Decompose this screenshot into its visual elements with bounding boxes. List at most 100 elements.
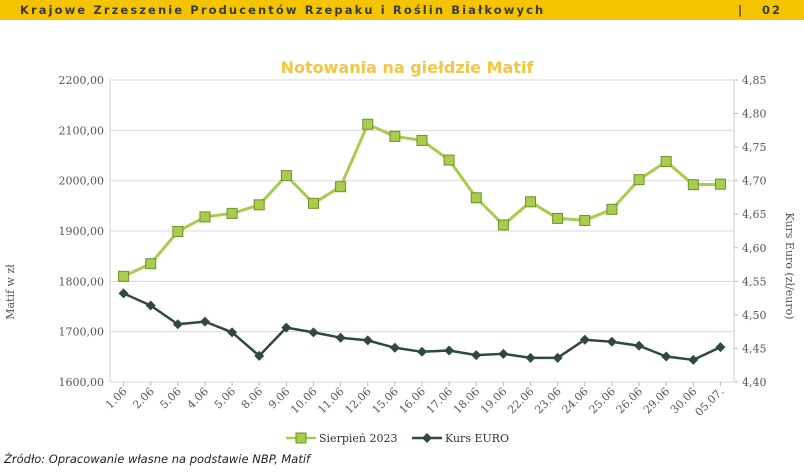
left-tick-label: 2100,00	[59, 124, 105, 137]
left-tick-label: 1900,00	[59, 225, 105, 238]
x-tick-label: 26.06	[614, 385, 645, 416]
point-sierpien-2023	[497, 219, 509, 231]
point-kurs-euro	[362, 335, 373, 346]
point-kurs-euro	[417, 346, 427, 357]
left-tick-label: 2200,00	[59, 74, 105, 87]
point-kurs-euro	[281, 322, 292, 333]
legend: Sierpień 2023 Kurs EURO	[286, 432, 509, 445]
point-sierpien-2023	[226, 207, 238, 219]
point-sierpien-2023	[687, 179, 699, 191]
point-kurs-euro	[308, 327, 319, 338]
right-tick-label: 4,45	[742, 342, 767, 355]
point-sierpien-2023	[307, 197, 319, 209]
x-tick-label: 19.06	[478, 385, 509, 416]
point-sierpien-2023	[172, 226, 184, 238]
right-tick-label: 4,55	[742, 275, 767, 288]
point-kurs-euro	[172, 319, 183, 330]
x-tick-label: 12.06	[342, 385, 373, 416]
point-sierpien-2023	[335, 181, 347, 193]
point-kurs-euro	[118, 288, 129, 299]
x-tick-label: 5.06	[157, 385, 184, 412]
x-tick-label: 8.06	[239, 385, 266, 412]
x-tick-label: 15.06	[370, 385, 401, 416]
right-tick-label: 4,50	[742, 309, 767, 322]
left-tick-label: 1700,00	[59, 326, 105, 339]
x-tick-label: 11.06	[315, 385, 346, 416]
point-kurs-euro	[471, 350, 482, 361]
point-sierpien-2023	[253, 199, 265, 211]
point-sierpien-2023	[633, 174, 645, 186]
point-kurs-euro	[199, 316, 210, 327]
x-tick-label: 16.06	[397, 385, 428, 416]
point-kurs-euro	[498, 348, 509, 359]
point-sierpien-2023	[579, 214, 591, 226]
point-kurs-euro	[579, 334, 590, 345]
right-tick-label: 4,85	[742, 74, 767, 87]
point-kurs-euro	[389, 342, 400, 353]
point-sierpien-2023	[280, 170, 292, 182]
point-sierpien-2023	[145, 258, 157, 270]
left-tick-label: 2000,00	[59, 175, 105, 188]
right-axis-ticks: 4,40 4,45 4,50 4,55 4,60 4,65 4,70 4,75 4,80 4,85	[734, 74, 767, 389]
x-tick-label: 22.06	[505, 385, 536, 416]
x-tick-label: 05.07.	[693, 385, 727, 419]
left-axis-ticks: 1600,00 1700,00 1800,00 1900,00 2000,00 2100,…	[59, 74, 105, 389]
left-tick-label: 1600,00	[59, 376, 105, 389]
header-title: Krajowe Zrzeszenie Producentów Rzepaku i…	[20, 3, 546, 17]
legend-label-sierpien: Sierpień 2023	[319, 432, 397, 445]
point-sierpien-2023	[199, 211, 211, 223]
matif-chart: 1600,00 1700,00 1800,00 1900,00 2000,00 2100,…	[4, 58, 796, 445]
x-tick-label: 1.06	[103, 385, 130, 412]
x-tick-label: 17.06	[424, 385, 455, 416]
point-kurs-euro	[606, 336, 617, 347]
x-tick-label: 5.06	[212, 385, 239, 412]
point-sierpien-2023	[552, 212, 564, 224]
point-kurs-euro	[661, 351, 672, 362]
left-tick-label: 1800,00	[59, 275, 105, 288]
chart-title: Notowania na giełdzie Matif	[281, 58, 535, 77]
point-sierpien-2023	[416, 134, 428, 146]
point-kurs-euro	[145, 300, 156, 311]
right-tick-label: 4,60	[742, 242, 767, 255]
point-sierpien-2023	[525, 196, 537, 208]
point-kurs-euro	[254, 350, 265, 361]
point-kurs-euro	[444, 345, 455, 356]
header-separator: |	[738, 3, 743, 17]
series-markers	[118, 118, 726, 365]
gridlines	[110, 79, 734, 383]
legend-label-kurs-euro: Kurs EURO	[445, 432, 509, 445]
right-tick-label: 4,65	[742, 208, 767, 221]
x-tick-label: 23.06	[532, 385, 563, 416]
legend-marker-kurs-euro	[422, 433, 432, 443]
source-note: Źródło: Opracowanie własne na podstawie …	[4, 452, 311, 466]
point-kurs-euro	[227, 327, 238, 338]
x-tick-label: 24.06	[559, 385, 590, 416]
point-sierpien-2023	[606, 203, 618, 215]
legend-marker-sierpien	[295, 432, 307, 444]
point-kurs-euro	[552, 352, 563, 363]
point-kurs-euro	[335, 332, 346, 343]
point-kurs-euro	[634, 340, 645, 351]
right-tick-label: 4,70	[742, 175, 767, 188]
left-axis-title: Matif w zł	[4, 264, 17, 320]
right-axis-title: Kurs Euro (zł/euro)	[783, 212, 796, 319]
x-tick-label: 2.06	[130, 385, 157, 412]
x-tick-label: 4.06	[185, 385, 212, 412]
point-sierpien-2023	[389, 130, 401, 142]
point-kurs-euro	[525, 352, 536, 363]
header-bar	[0, 0, 804, 20]
point-sierpien-2023	[470, 192, 482, 204]
x-tick-label: 29.06	[641, 385, 672, 416]
point-sierpien-2023	[714, 178, 726, 190]
point-sierpien-2023	[443, 154, 455, 166]
right-tick-label: 4,40	[742, 376, 767, 389]
page-number: 02	[762, 3, 783, 17]
point-sierpien-2023	[362, 118, 374, 130]
x-tick-label: 18.06	[451, 385, 482, 416]
x-tick-label: 10.06	[288, 385, 319, 416]
point-sierpien-2023	[118, 270, 130, 282]
point-sierpien-2023	[660, 156, 672, 168]
x-tick-label: 25.06	[587, 385, 618, 416]
point-kurs-euro	[715, 342, 726, 353]
x-axis-ticks: 1.06 2.06 5.06 4.06 5.06 8.06 9.0610.0611.0612…	[103, 382, 727, 419]
